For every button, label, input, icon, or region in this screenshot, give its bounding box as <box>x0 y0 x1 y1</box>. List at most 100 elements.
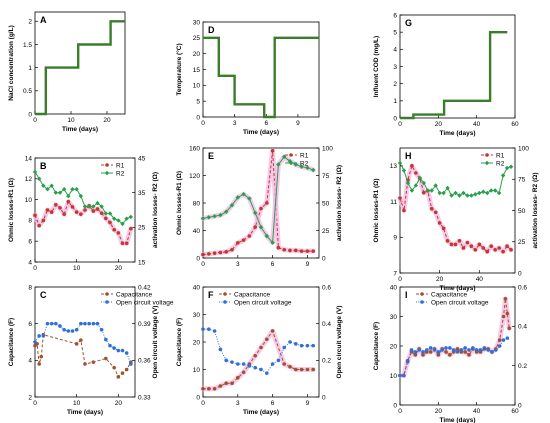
y-tick-label: 80 <box>193 200 201 207</box>
data-point <box>45 187 50 192</box>
y-tick-label: 30 <box>390 314 398 321</box>
x-tick-label: 40 <box>476 276 484 283</box>
data-point <box>45 208 50 212</box>
data-point <box>305 249 310 253</box>
legend-label: R2 <box>496 160 505 167</box>
data-point <box>79 212 83 216</box>
data-point <box>212 251 217 255</box>
x-tick-label: 9 <box>296 120 300 127</box>
plot-frame <box>202 21 320 118</box>
data-point <box>282 154 287 159</box>
data-point <box>230 360 234 364</box>
y-tick-label: 120 <box>189 173 200 180</box>
data-point <box>417 348 421 352</box>
data-point <box>74 342 79 346</box>
legend-marker <box>105 163 109 167</box>
data-point <box>467 353 471 357</box>
data-point <box>120 348 125 353</box>
data-point <box>83 362 87 366</box>
data-point <box>299 367 304 372</box>
data-point <box>494 348 498 352</box>
data-point <box>230 381 234 386</box>
x-tick-label: 20 <box>115 265 123 272</box>
x-tick-label: 6 <box>271 400 275 407</box>
legend-marker <box>420 300 424 304</box>
y-tick-label: 4 <box>28 259 32 266</box>
data-point <box>124 367 129 372</box>
y2-axis-label: activation losses- R2 (Ω) <box>336 165 343 241</box>
data-point <box>95 207 100 211</box>
data-point <box>207 252 211 256</box>
data-point <box>299 343 304 348</box>
data-point <box>111 216 117 221</box>
y2-tick-label: 50 <box>518 208 526 215</box>
data-point <box>112 365 116 370</box>
data-point <box>91 360 96 364</box>
data-point <box>413 353 418 357</box>
data-point <box>229 203 235 208</box>
data-point <box>104 356 108 361</box>
data-point <box>490 350 494 354</box>
data-point <box>433 183 438 188</box>
data-point <box>235 195 240 200</box>
x-tick-label: 40 <box>473 408 481 415</box>
x-tick-label: 3 <box>236 400 240 407</box>
x-axis-label: Time (days) <box>439 130 475 137</box>
data-point <box>124 351 129 355</box>
data-point <box>49 210 54 214</box>
data-point <box>492 188 498 193</box>
y-tick-label: 20 <box>193 51 201 58</box>
data-point <box>116 375 121 379</box>
y-tick-label: 3 <box>393 64 397 71</box>
legend-marker <box>484 160 490 166</box>
legend-marker <box>289 153 293 157</box>
data-point <box>224 381 228 386</box>
data-point <box>129 362 133 366</box>
data-point <box>444 346 448 350</box>
data-point <box>54 321 58 326</box>
plot-frame <box>399 14 516 119</box>
y-tick-label: 4 <box>393 47 397 54</box>
y2-tick-label: 25 <box>322 228 330 235</box>
data-point <box>218 250 223 255</box>
data-point <box>86 204 92 209</box>
data-point <box>414 171 418 175</box>
legend-label: R2 <box>116 170 125 177</box>
series-highlight <box>200 154 316 246</box>
data-point <box>469 244 474 249</box>
data-point <box>428 350 433 354</box>
data-point <box>79 338 83 342</box>
series-highlight <box>200 328 316 392</box>
y-axis-label: Capacitance (F) <box>373 322 380 370</box>
data-point <box>436 350 441 354</box>
data-point <box>451 348 456 352</box>
chart-panel-h: 0 20 40 7 9 11 13 0 25 50 75 100 H Time (days) Ohmic l… <box>373 145 539 292</box>
data-point <box>401 168 407 173</box>
data-point <box>489 244 494 249</box>
legend-label: Capacitance <box>234 291 271 298</box>
data-point <box>253 210 258 216</box>
y-tick-label: 15 <box>193 67 201 74</box>
data-point <box>397 160 403 166</box>
x-axis-label: Time (days) <box>439 285 475 292</box>
y-axis-label: Influent COD (mg/L) <box>373 36 380 97</box>
series-line <box>34 171 132 225</box>
y-tick-label: 30 <box>193 19 201 26</box>
data-point <box>305 367 310 372</box>
chart-panel-f: 0 3 6 9 0 10 20 30 40 0 0.2 0.4 0.6 F Time (days) Capac… <box>176 284 343 416</box>
data-point <box>482 346 487 350</box>
data-point <box>421 353 425 357</box>
data-point <box>405 359 410 364</box>
data-point <box>311 367 316 372</box>
x-axis-label: Time (days) <box>243 409 279 416</box>
panel-letter: G <box>405 18 412 28</box>
y-tick-label: 0 <box>393 402 397 409</box>
y-tick-label: 40 <box>390 284 398 291</box>
legend-label: R1 <box>300 152 309 159</box>
data-point <box>104 216 108 221</box>
data-point <box>507 326 512 331</box>
x-tick-label: 0 <box>201 400 205 407</box>
data-point <box>124 241 129 246</box>
data-point <box>445 185 450 191</box>
